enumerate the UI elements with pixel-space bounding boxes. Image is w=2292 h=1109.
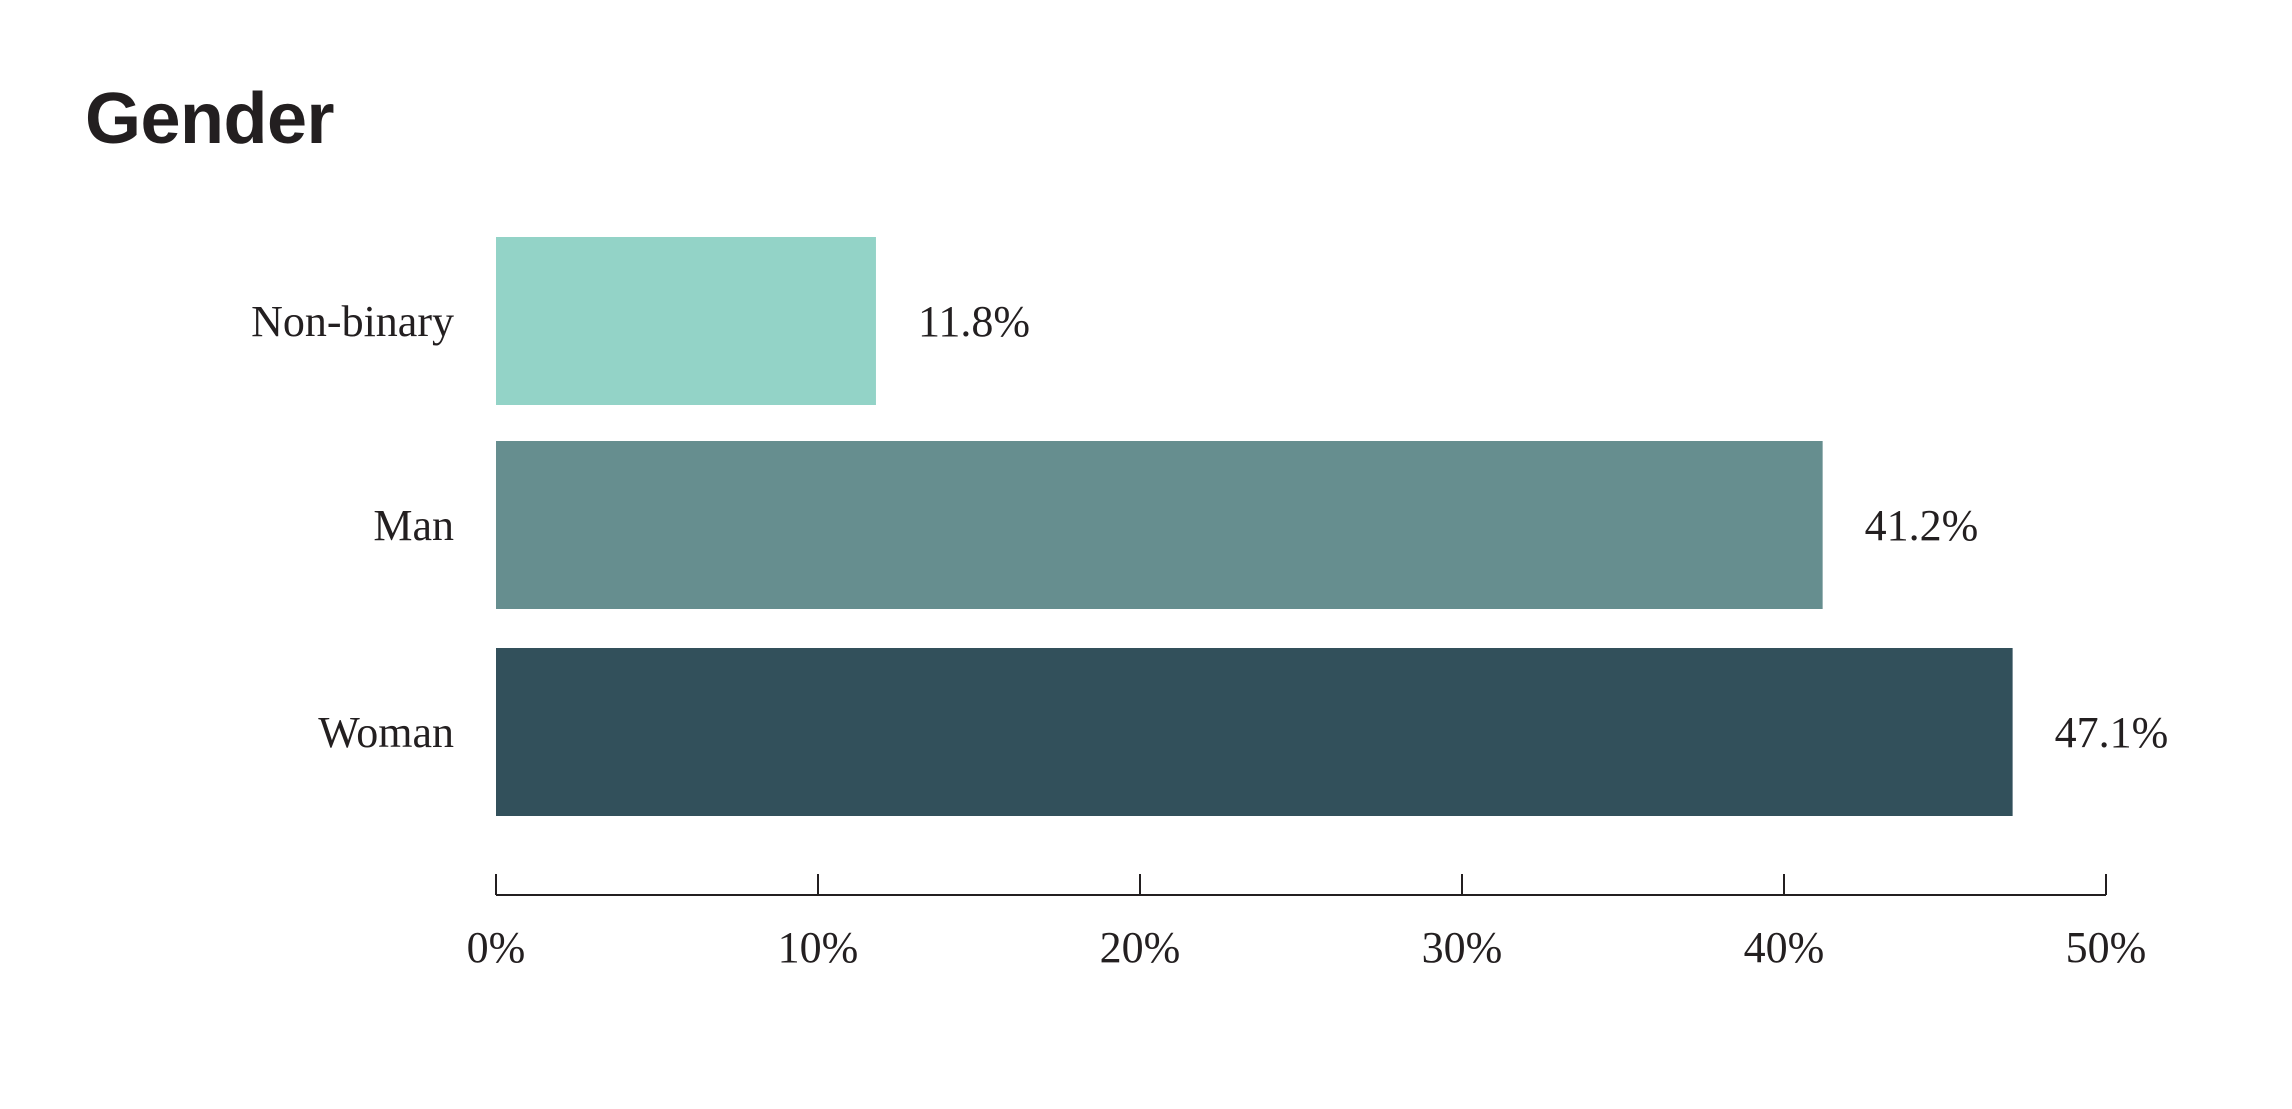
category-label-woman: Woman — [318, 708, 454, 757]
category-label-man: Man — [373, 501, 454, 550]
chart-title: Gender — [85, 79, 335, 159]
bar-woman — [496, 648, 2013, 816]
value-label-man: 41.2% — [1865, 501, 1979, 550]
bar-non-binary — [496, 237, 876, 405]
x-tick-label: 10% — [778, 923, 859, 972]
x-tick-label: 40% — [1744, 923, 1825, 972]
x-tick-label: 0% — [467, 923, 526, 972]
bars-group: Non-binary 11.8% Man 41.2% Woman 47.1% — [251, 237, 2168, 816]
category-label-non-binary: Non-binary — [251, 297, 454, 346]
value-label-non-binary: 11.8% — [918, 297, 1030, 346]
bar-man — [496, 441, 1823, 609]
x-tick-label: 50% — [2066, 923, 2147, 972]
value-label-woman: 47.1% — [2055, 708, 2169, 757]
x-axis: 0% 10% 20% 30% 40% 50% — [467, 874, 2147, 972]
x-tick-label: 30% — [1422, 923, 1503, 972]
x-tick-label: 20% — [1100, 923, 1181, 972]
